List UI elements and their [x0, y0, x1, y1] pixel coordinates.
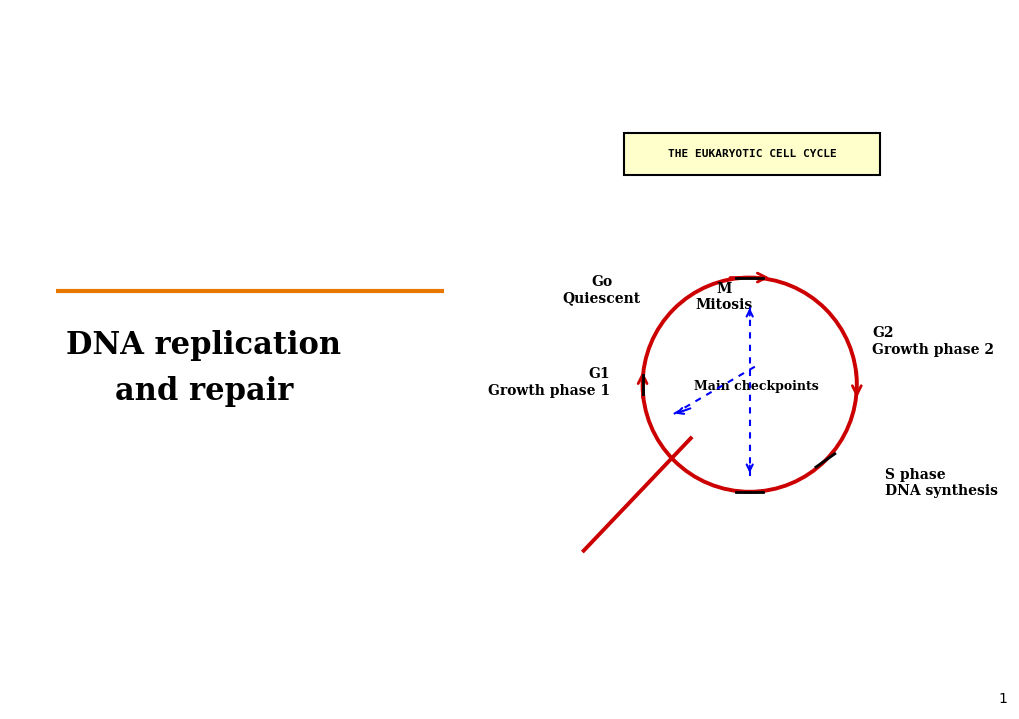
Text: THE EUKARYOTIC CELL CYCLE: THE EUKARYOTIC CELL CYCLE: [667, 149, 836, 159]
Text: G2
Growth phase 2: G2 Growth phase 2: [871, 326, 994, 357]
Text: and repair: and repair: [115, 376, 292, 408]
Text: Main checkpoints: Main checkpoints: [694, 380, 818, 393]
Text: Go
Quiescent: Go Quiescent: [562, 275, 640, 305]
Text: G1
Growth phase 1: G1 Growth phase 1: [487, 367, 609, 398]
Text: DNA replication: DNA replication: [66, 329, 341, 361]
Text: M
Mitosis: M Mitosis: [695, 282, 752, 312]
FancyBboxPatch shape: [624, 133, 879, 175]
Text: 1: 1: [998, 692, 1007, 706]
Text: S phase
DNA synthesis: S phase DNA synthesis: [884, 468, 998, 498]
